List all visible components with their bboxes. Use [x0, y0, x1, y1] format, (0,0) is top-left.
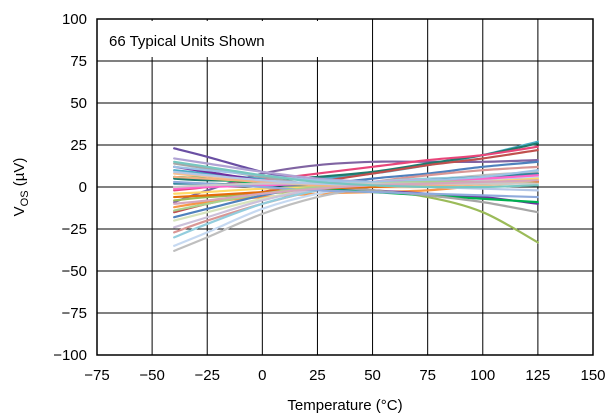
y-tick-label: −75 [62, 305, 87, 322]
series-line-32 [173, 160, 539, 189]
y-tick-label: 100 [62, 11, 87, 28]
y-axis-title: VOS (µV) [11, 158, 31, 217]
y-tick-label: 75 [70, 53, 87, 70]
y-tick-label: −100 [53, 347, 87, 364]
x-tick-label: 75 [419, 367, 436, 384]
x-tick-label: 150 [580, 367, 605, 384]
annotation-text: 66 Typical Units Shown [109, 33, 265, 50]
y-tick-label: −50 [62, 263, 87, 280]
x-tick-label: −50 [139, 367, 164, 384]
annotation-box: 66 Typical Units Shown [99, 21, 323, 57]
y-axis-tick-labels: −100 −75 −50 −25 0 25 50 75 100 [53, 11, 87, 364]
y-tick-label: 25 [70, 137, 87, 154]
plot-area-border [96, 18, 594, 356]
y-axis-title-base: V [11, 206, 28, 216]
series-line-24 [173, 165, 539, 184]
x-axis-title: Temperature (°C) [287, 397, 402, 414]
series-line-2 [173, 159, 539, 204]
series-line-31 [173, 179, 539, 205]
x-tick-label: 100 [470, 367, 495, 384]
y-axis-title-unit: (µV) [11, 158, 28, 191]
series-lines [173, 140, 539, 252]
x-axis-tick-labels: −75 −50 −25 0 25 50 75 100 125 150 [84, 367, 605, 384]
x-tick-label: 0 [258, 367, 266, 384]
x-tick-label: 125 [525, 367, 550, 384]
y-axis-title-subscript: OS [19, 190, 31, 206]
y-tick-label: 50 [70, 95, 87, 112]
y-tick-label: 0 [79, 179, 87, 196]
x-tick-label: −25 [194, 367, 219, 384]
x-tick-label: 50 [364, 367, 381, 384]
y-tick-label: −25 [62, 221, 87, 238]
x-tick-label: 25 [309, 367, 326, 384]
series-line-26 [173, 180, 539, 199]
x-tick-label: −75 [84, 367, 109, 384]
